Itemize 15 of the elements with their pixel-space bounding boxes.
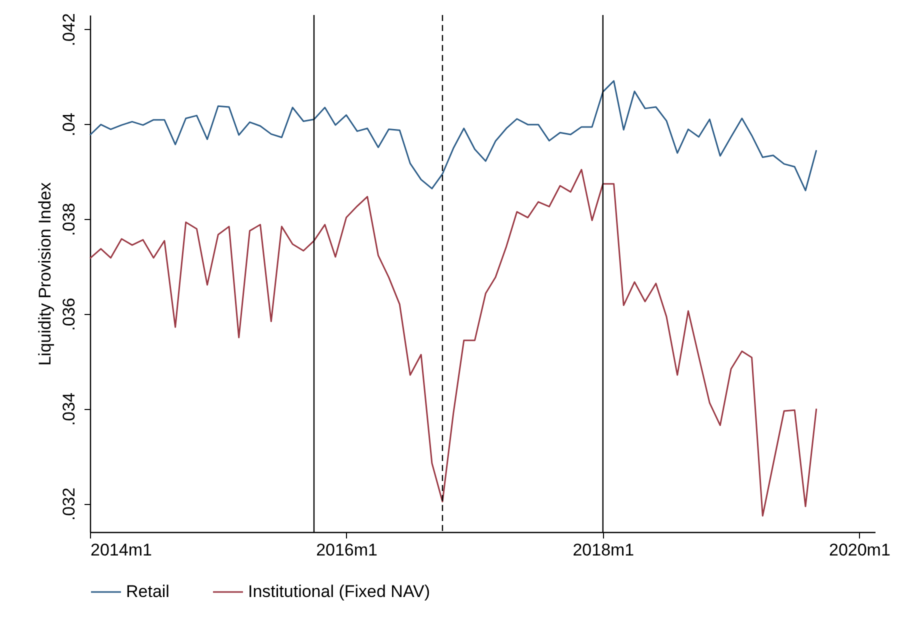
x-tick-label: 2016m1 — [316, 540, 378, 560]
x-tick-label: 2014m1 — [90, 540, 152, 560]
y-tick-label: .036 — [60, 298, 78, 331]
legend-label: Retail — [126, 582, 170, 601]
y-tick-label: .038 — [60, 202, 78, 236]
line-series — [89, 80, 818, 192]
x-tick-label: 2020m1 — [828, 540, 890, 560]
y-tick-label: .032 — [60, 487, 78, 521]
line-series — [89, 168, 818, 517]
y-tick-label: .04 — [60, 112, 78, 136]
y-axis-title: Liquidity Provision Index — [36, 182, 54, 366]
x-tick-label: 2018m1 — [572, 540, 634, 560]
y-tick-label: .034 — [60, 392, 78, 426]
y-tick-label: .042 — [60, 13, 78, 46]
legend-label: Institutional (Fixed NAV) — [248, 582, 430, 601]
